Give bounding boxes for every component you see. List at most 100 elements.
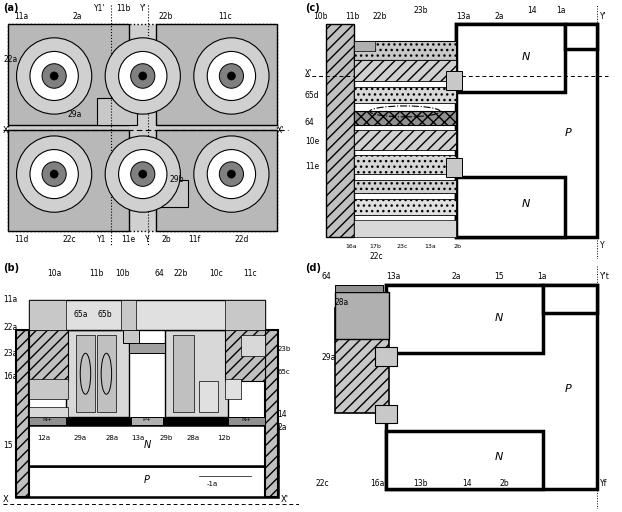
Bar [97, 98, 137, 125]
Text: 11b: 11b [345, 12, 360, 21]
Text: 22c: 22c [369, 251, 383, 261]
Text: N: N [521, 52, 530, 61]
Text: 10b: 10b [116, 269, 130, 279]
Bar [129, 343, 165, 353]
Circle shape [119, 150, 167, 199]
Bar [353, 155, 457, 174]
Text: 23b: 23b [413, 6, 427, 15]
Text: 2a: 2a [451, 272, 460, 281]
Bar [353, 59, 457, 81]
Text: N: N [494, 313, 503, 323]
Text: 12b: 12b [218, 435, 231, 441]
Bar [457, 24, 597, 237]
Text: (c): (c) [305, 3, 320, 13]
Text: 22c: 22c [315, 479, 329, 488]
Text: 17b: 17b [369, 244, 382, 249]
Text: 22a: 22a [3, 55, 17, 65]
Bar [353, 87, 457, 103]
Text: 13a: 13a [424, 244, 435, 249]
Text: 11c: 11c [244, 269, 258, 279]
Bar [225, 300, 264, 330]
Text: (a): (a) [3, 3, 19, 13]
Text: 16a: 16a [345, 244, 357, 249]
Text: 2a: 2a [277, 423, 287, 432]
Circle shape [119, 51, 167, 100]
Text: 1a: 1a [557, 6, 566, 15]
Bar [445, 71, 462, 90]
Text: 22a: 22a [3, 323, 17, 332]
Text: 28a: 28a [335, 298, 349, 308]
Circle shape [131, 63, 155, 88]
Text: Yf: Yf [600, 479, 607, 488]
Circle shape [42, 63, 66, 88]
Circle shape [42, 162, 66, 186]
Text: 22c: 22c [62, 235, 76, 244]
Bar [121, 300, 136, 330]
Text: X: X [3, 126, 9, 135]
Text: 11e: 11e [305, 162, 319, 170]
Text: 2b: 2b [453, 244, 462, 249]
Bar [199, 381, 218, 412]
Text: N: N [143, 440, 151, 450]
Text: X: X [3, 495, 9, 504]
Text: 11b: 11b [90, 269, 104, 279]
Bar [457, 177, 565, 237]
Text: 65a: 65a [73, 310, 88, 319]
Text: 10e: 10e [305, 137, 319, 146]
Bar [29, 300, 264, 330]
Circle shape [105, 38, 180, 114]
Bar [29, 300, 66, 330]
Text: Y1: Y1 [97, 235, 106, 244]
Text: X': X' [281, 495, 288, 504]
Text: 11a: 11a [14, 12, 28, 21]
Bar [129, 168, 156, 201]
Text: 23c: 23c [397, 244, 409, 249]
Text: 16a: 16a [3, 372, 17, 381]
Text: N+: N+ [241, 417, 251, 422]
Bar [16, 330, 29, 497]
Text: 13b: 13b [413, 479, 427, 488]
Text: 11d: 11d [14, 235, 28, 244]
Text: Y't: Y't [600, 272, 610, 281]
Text: 11f: 11f [188, 235, 201, 244]
Text: 23a: 23a [3, 349, 17, 358]
Circle shape [194, 136, 269, 212]
Text: Y1': Y1' [95, 4, 106, 13]
Text: 13a: 13a [386, 272, 401, 281]
Bar [386, 285, 543, 353]
Bar [353, 220, 457, 237]
Bar [16, 417, 277, 425]
Circle shape [139, 170, 147, 178]
Bar [353, 40, 375, 51]
Text: 15: 15 [494, 272, 504, 281]
Circle shape [17, 38, 92, 114]
Circle shape [228, 170, 236, 178]
Text: 11c: 11c [218, 12, 231, 21]
Text: 22b: 22b [159, 12, 174, 21]
Bar [173, 335, 194, 412]
Text: 11e: 11e [121, 235, 136, 244]
Bar [353, 199, 457, 215]
Text: 13a: 13a [457, 12, 471, 21]
Text: N: N [494, 452, 503, 462]
Text: 65b: 65b [97, 310, 112, 319]
Text: 11a: 11a [3, 295, 17, 304]
Text: 15: 15 [3, 441, 12, 450]
Text: P+: P+ [142, 417, 151, 422]
Circle shape [50, 72, 58, 80]
Text: Y': Y' [600, 12, 606, 21]
Text: X': X' [305, 69, 312, 78]
Bar [375, 347, 397, 366]
Text: 29b: 29b [160, 435, 174, 441]
Text: P: P [144, 475, 150, 484]
Text: 2b: 2b [499, 479, 509, 488]
Bar [29, 407, 68, 417]
Text: 64: 64 [321, 272, 331, 281]
Circle shape [139, 72, 147, 80]
Text: Y': Y' [140, 4, 147, 13]
Text: X': X' [277, 126, 284, 135]
Text: 13a: 13a [131, 435, 144, 441]
Text: 23b: 23b [277, 346, 291, 352]
Bar [264, 330, 277, 497]
Text: 22b: 22b [373, 12, 387, 21]
